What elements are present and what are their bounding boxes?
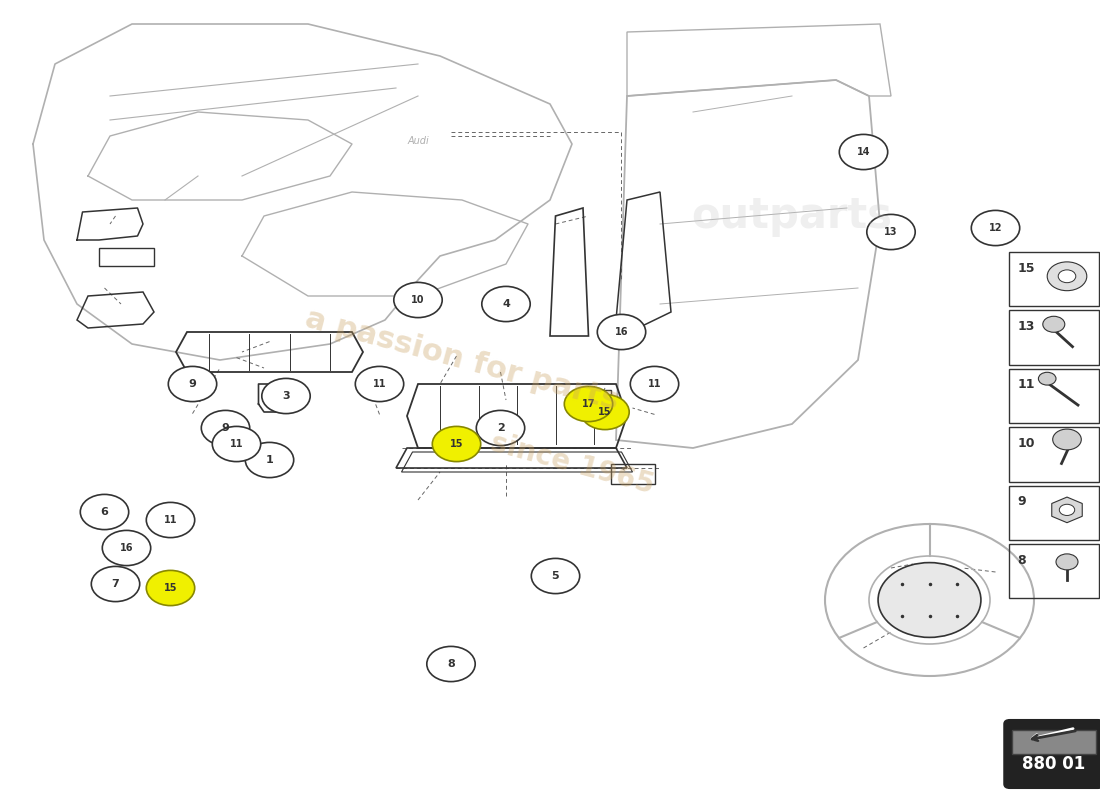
Circle shape [102,530,151,566]
Circle shape [531,558,580,594]
Circle shape [146,502,195,538]
Text: 11: 11 [164,515,177,525]
Text: 4: 4 [502,299,510,309]
Circle shape [581,394,629,430]
Text: 7: 7 [111,579,120,589]
Circle shape [971,210,1020,246]
Circle shape [839,134,888,170]
Text: 17: 17 [582,399,595,409]
Circle shape [355,366,404,402]
Circle shape [482,286,530,322]
Text: 11: 11 [230,439,243,449]
Circle shape [245,442,294,478]
Circle shape [80,494,129,530]
Circle shape [1059,504,1075,515]
Circle shape [630,366,679,402]
Text: 1: 1 [265,455,274,465]
Text: 6: 6 [100,507,109,517]
Text: 15: 15 [450,439,463,449]
Circle shape [212,426,261,462]
Circle shape [1043,316,1065,332]
Text: 11: 11 [1018,378,1035,391]
Text: since 1965: since 1965 [487,429,657,499]
Text: outparts: outparts [692,195,892,237]
Text: 9: 9 [221,423,230,433]
Text: 13: 13 [884,227,898,237]
Circle shape [597,314,646,350]
Text: 13: 13 [1018,320,1035,333]
Circle shape [476,410,525,446]
Circle shape [427,646,475,682]
Polygon shape [1052,497,1082,522]
Text: 15: 15 [164,583,177,593]
Circle shape [1047,262,1087,290]
Circle shape [1053,429,1081,450]
Text: 5: 5 [552,571,559,581]
Text: 11: 11 [373,379,386,389]
Circle shape [262,378,310,414]
Circle shape [1058,270,1076,282]
Circle shape [146,570,195,606]
Circle shape [878,562,981,638]
Text: Audi: Audi [407,136,429,146]
Circle shape [394,282,442,318]
Circle shape [91,566,140,602]
Text: 10: 10 [1018,437,1035,450]
Text: 10: 10 [411,295,425,305]
Text: 3: 3 [283,391,289,401]
Text: 16: 16 [615,327,628,337]
Text: 8: 8 [447,659,455,669]
Text: 9: 9 [1018,495,1026,508]
Circle shape [201,410,250,446]
FancyBboxPatch shape [1004,720,1100,788]
Circle shape [867,214,915,250]
Circle shape [1056,554,1078,570]
Text: 2: 2 [496,423,505,433]
Text: 9: 9 [188,379,197,389]
Text: 8: 8 [1018,554,1026,566]
Circle shape [168,366,217,402]
Text: 14: 14 [857,147,870,157]
FancyBboxPatch shape [1012,730,1096,754]
Text: 12: 12 [989,223,1002,233]
Text: 11: 11 [648,379,661,389]
Text: 16: 16 [120,543,133,553]
Text: 15: 15 [598,407,612,417]
Circle shape [564,386,613,422]
Circle shape [432,426,481,462]
Text: 880 01: 880 01 [1022,755,1086,773]
Text: a passion for parts: a passion for parts [302,304,622,416]
Circle shape [1038,372,1056,385]
Text: 15: 15 [1018,262,1035,274]
